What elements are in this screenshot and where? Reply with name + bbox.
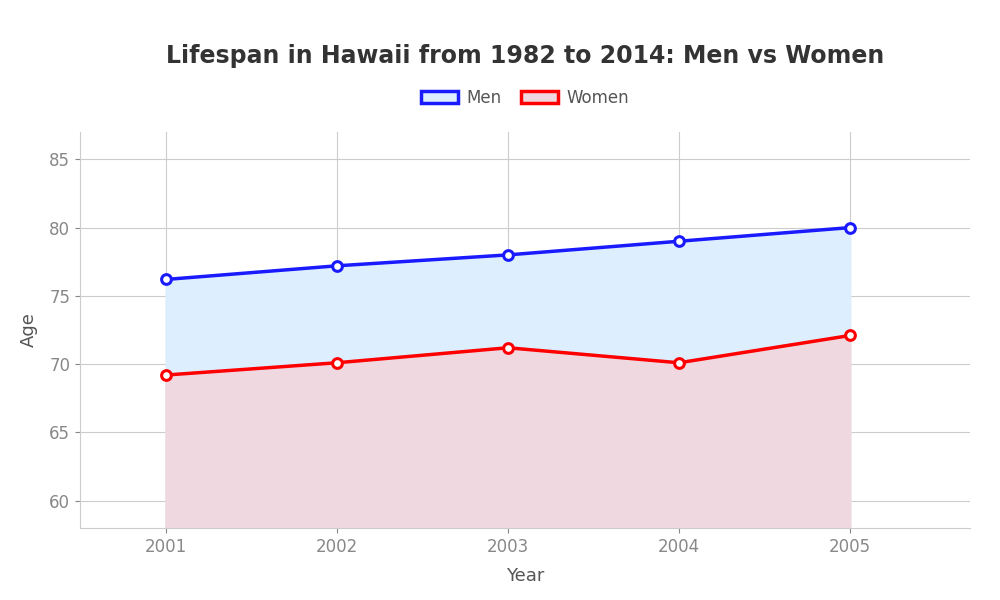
X-axis label: Year: Year: [506, 567, 544, 585]
Title: Lifespan in Hawaii from 1982 to 2014: Men vs Women: Lifespan in Hawaii from 1982 to 2014: Me…: [166, 44, 884, 68]
Y-axis label: Age: Age: [20, 313, 38, 347]
Legend: Men, Women: Men, Women: [421, 89, 629, 107]
